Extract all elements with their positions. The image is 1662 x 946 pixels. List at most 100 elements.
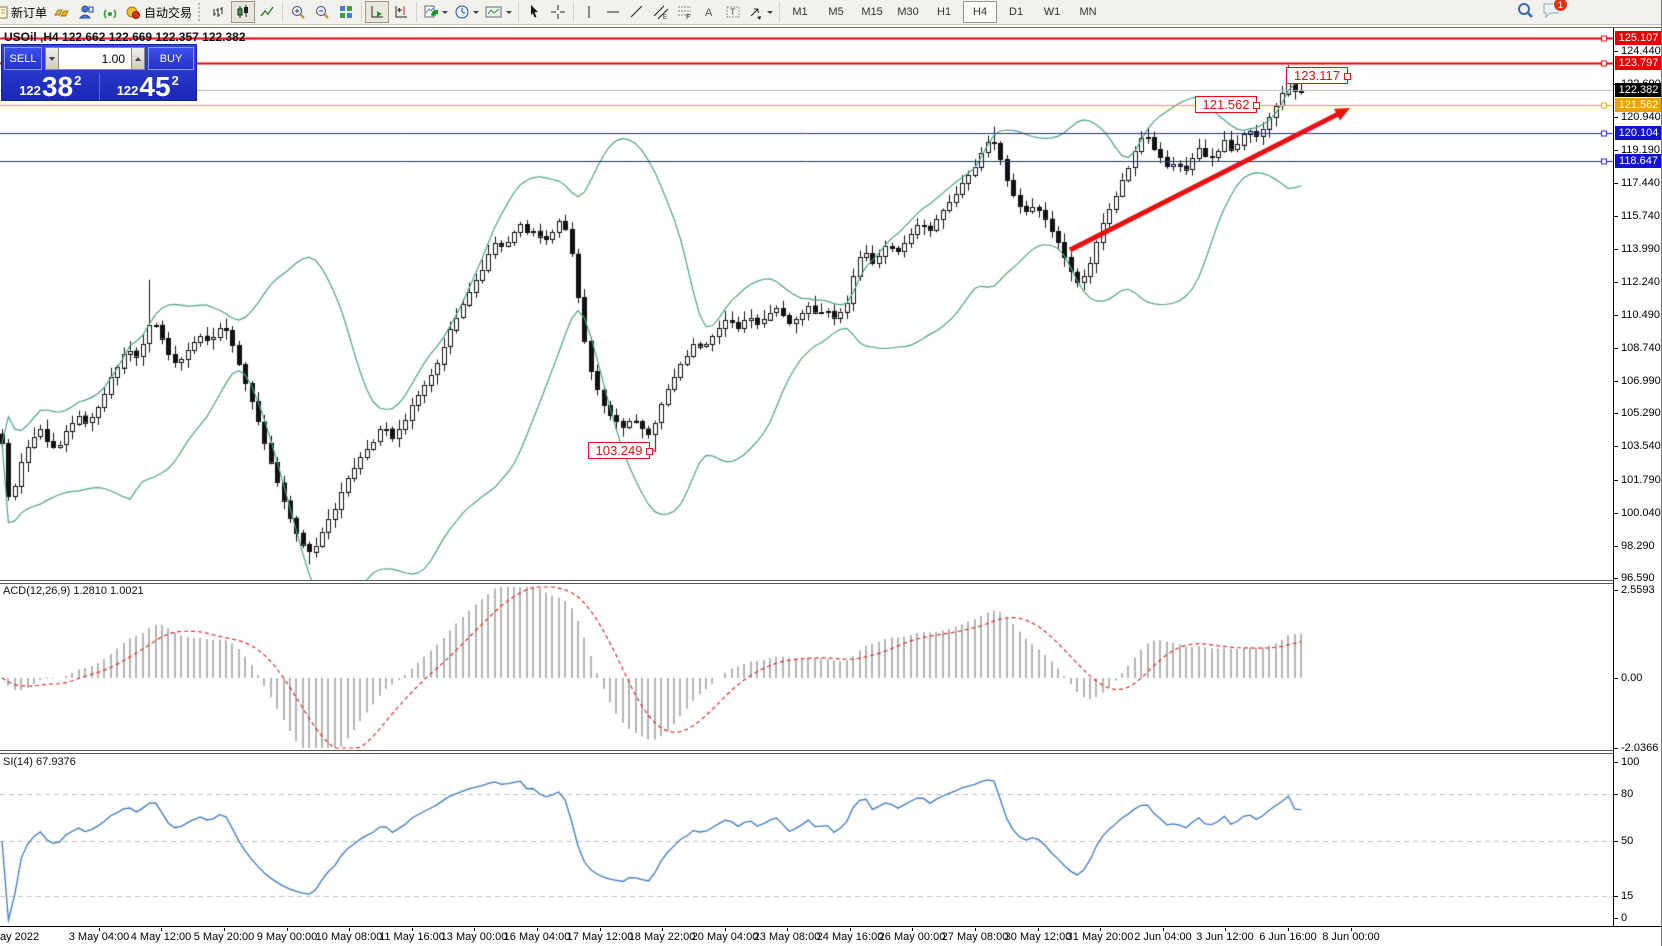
- timeframe-m5-button[interactable]: M5: [828, 6, 844, 18]
- time-axis-label: 6 Jun 16:00: [1259, 931, 1317, 943]
- templates-button[interactable]: [482, 1, 515, 23]
- auto-scroll-button[interactable]: [365, 1, 390, 23]
- time-axis-label: 23 May 08:00: [753, 931, 821, 943]
- buy-button[interactable]: BUY: [148, 47, 194, 70]
- price-tick-mark: [1614, 282, 1618, 283]
- time-axis-label: 4 May 12:00: [130, 931, 192, 943]
- time-axis-label: 11 May 16:00: [379, 931, 445, 943]
- deposit-button[interactable]: [50, 1, 74, 23]
- sell-price-small: 122: [19, 83, 41, 98]
- macd-tick-mark: [1614, 748, 1618, 749]
- crosshair-tool-button[interactable]: [546, 1, 570, 23]
- zoom-out-button[interactable]: [310, 1, 334, 23]
- timeframe-h1-button[interactable]: H1: [937, 6, 952, 18]
- time-tick-mark: [662, 928, 663, 931]
- zoom-in-button[interactable]: [286, 1, 310, 23]
- timeframe-m1-button[interactable]: M1: [792, 6, 808, 18]
- market-watch-button[interactable]: [74, 1, 98, 23]
- horizontal-line-tool-button[interactable]: [601, 1, 625, 23]
- trendline-tool-button[interactable]: [625, 1, 649, 23]
- timeframe-h4-button[interactable]: H4: [963, 1, 998, 23]
- bar-chart-icon: [211, 4, 227, 20]
- new-order-button[interactable]: 新订单: [0, 1, 50, 23]
- text-label-tool-button[interactable]: T: [721, 1, 745, 23]
- rsi-tick-label: 50: [1621, 835, 1634, 847]
- price-annotation[interactable]: 123.117: [1286, 67, 1351, 84]
- price-tick-mark: [1614, 51, 1618, 52]
- time-axis-label: 2 Jun 04:00: [1134, 931, 1192, 943]
- fibonacci-icon: F: [677, 4, 693, 20]
- timeframe-w1-button[interactable]: W1: [1043, 6, 1061, 18]
- line-chart-icon: [259, 4, 275, 20]
- toolbar-grip: [198, 3, 203, 21]
- volume-input[interactable]: [59, 47, 131, 70]
- volume-decrease-button[interactable]: [45, 47, 59, 70]
- vertical-line-tool-button[interactable]: [577, 1, 601, 23]
- tile-windows-button[interactable]: [334, 1, 358, 23]
- volume-increase-button[interactable]: [131, 47, 145, 70]
- notifications-chat-button[interactable]: 1: [1542, 0, 1568, 19]
- price-tick-label: 113.990: [1621, 243, 1660, 255]
- auto-trading-icon: [125, 4, 141, 20]
- timeframe-toolbar: M1 M5 M15 M30 H1 H4 D1 W1 MN: [783, 1, 1105, 23]
- time-tick-mark: [1100, 928, 1101, 931]
- time-axis-label: 9 May 00:00: [256, 931, 318, 943]
- arrows-tool-button[interactable]: [745, 1, 776, 23]
- rsi-pane-separator[interactable]: [0, 750, 1661, 754]
- time-axis[interactable]: ay 2022 3 May 04:00 4 May 12:00 5 May 20:00…: [0, 928, 1613, 946]
- price-tick-mark: [1614, 117, 1618, 118]
- price-level-badge: 122.382: [1615, 83, 1661, 97]
- auto-trading-button[interactable]: 自动交易: [122, 1, 195, 23]
- time-axis-label: 5 May 20:00: [193, 931, 255, 943]
- cursor-tool-button[interactable]: [522, 1, 546, 23]
- price-tick-label: 120.940: [1621, 111, 1661, 123]
- time-tick-mark: [600, 928, 601, 931]
- time-tick-mark: [850, 928, 851, 931]
- candlestick-chart-button[interactable]: [231, 1, 256, 23]
- time-tick-mark: [975, 928, 976, 931]
- time-axis-label: ay 2022: [0, 931, 40, 943]
- price-tick-label: 106.990: [1621, 375, 1661, 387]
- fibonacci-tool-button[interactable]: F: [673, 1, 697, 23]
- chart-title: USOil ,H4 122.662 122.669 122.357 122.38…: [4, 30, 246, 44]
- time-axis-label: 3 Jun 12:00: [1196, 931, 1254, 943]
- text-icon: A: [701, 4, 717, 20]
- periods-dropdown-caret: [473, 11, 480, 17]
- time-tick-mark: [161, 928, 162, 931]
- buy-price-display[interactable]: 122 45 2: [100, 72, 197, 101]
- time-tick-mark: [1038, 928, 1039, 931]
- signals-button[interactable]: [98, 1, 122, 23]
- time-tick-mark: [787, 928, 788, 931]
- time-tick-mark: [224, 928, 225, 931]
- price-tick-label: 105.290: [1621, 407, 1661, 419]
- text-tool-button[interactable]: A: [697, 1, 721, 23]
- time-axis-label: 27 May 08:00: [941, 931, 1009, 943]
- channel-tool-button[interactable]: E: [649, 1, 673, 23]
- price-tick-label: 112.240: [1621, 276, 1660, 288]
- chart-shift-button[interactable]: [389, 1, 413, 23]
- timeframe-m30-button[interactable]: M30: [897, 6, 919, 18]
- price-annotation[interactable]: 103.249: [588, 442, 653, 459]
- price-axis[interactable]: 124.440122.690120.940119.190117.440115.7…: [1613, 28, 1661, 926]
- timeframe-mn-button[interactable]: MN: [1079, 6, 1097, 18]
- price-level-badge: 125.107: [1615, 31, 1661, 45]
- macd-pane-separator[interactable]: [0, 580, 1661, 584]
- macd-values: 1.2810 1.0021: [73, 585, 144, 597]
- price-level-badge: 121.562: [1615, 98, 1661, 112]
- indicators-button[interactable]: [420, 1, 451, 23]
- clock-icon: [454, 4, 470, 20]
- sell-price-display[interactable]: 122 38 2: [2, 72, 99, 101]
- timeframe-m15-button[interactable]: M15: [861, 6, 883, 18]
- price-tick-label: 100.040: [1621, 507, 1661, 519]
- sell-button[interactable]: SELL: [4, 47, 42, 70]
- bar-chart-button[interactable]: [207, 1, 231, 23]
- periods-button[interactable]: [451, 1, 482, 23]
- line-chart-button[interactable]: [255, 1, 279, 23]
- svg-text:T: T: [730, 7, 736, 17]
- price-annotation[interactable]: 121.562: [1195, 96, 1260, 113]
- search-icon[interactable]: [1516, 1, 1534, 19]
- timeframe-d1-button[interactable]: D1: [1009, 6, 1024, 18]
- one-click-trading-panel: SELL BUY 122 38 2 122 45 2: [1, 44, 197, 101]
